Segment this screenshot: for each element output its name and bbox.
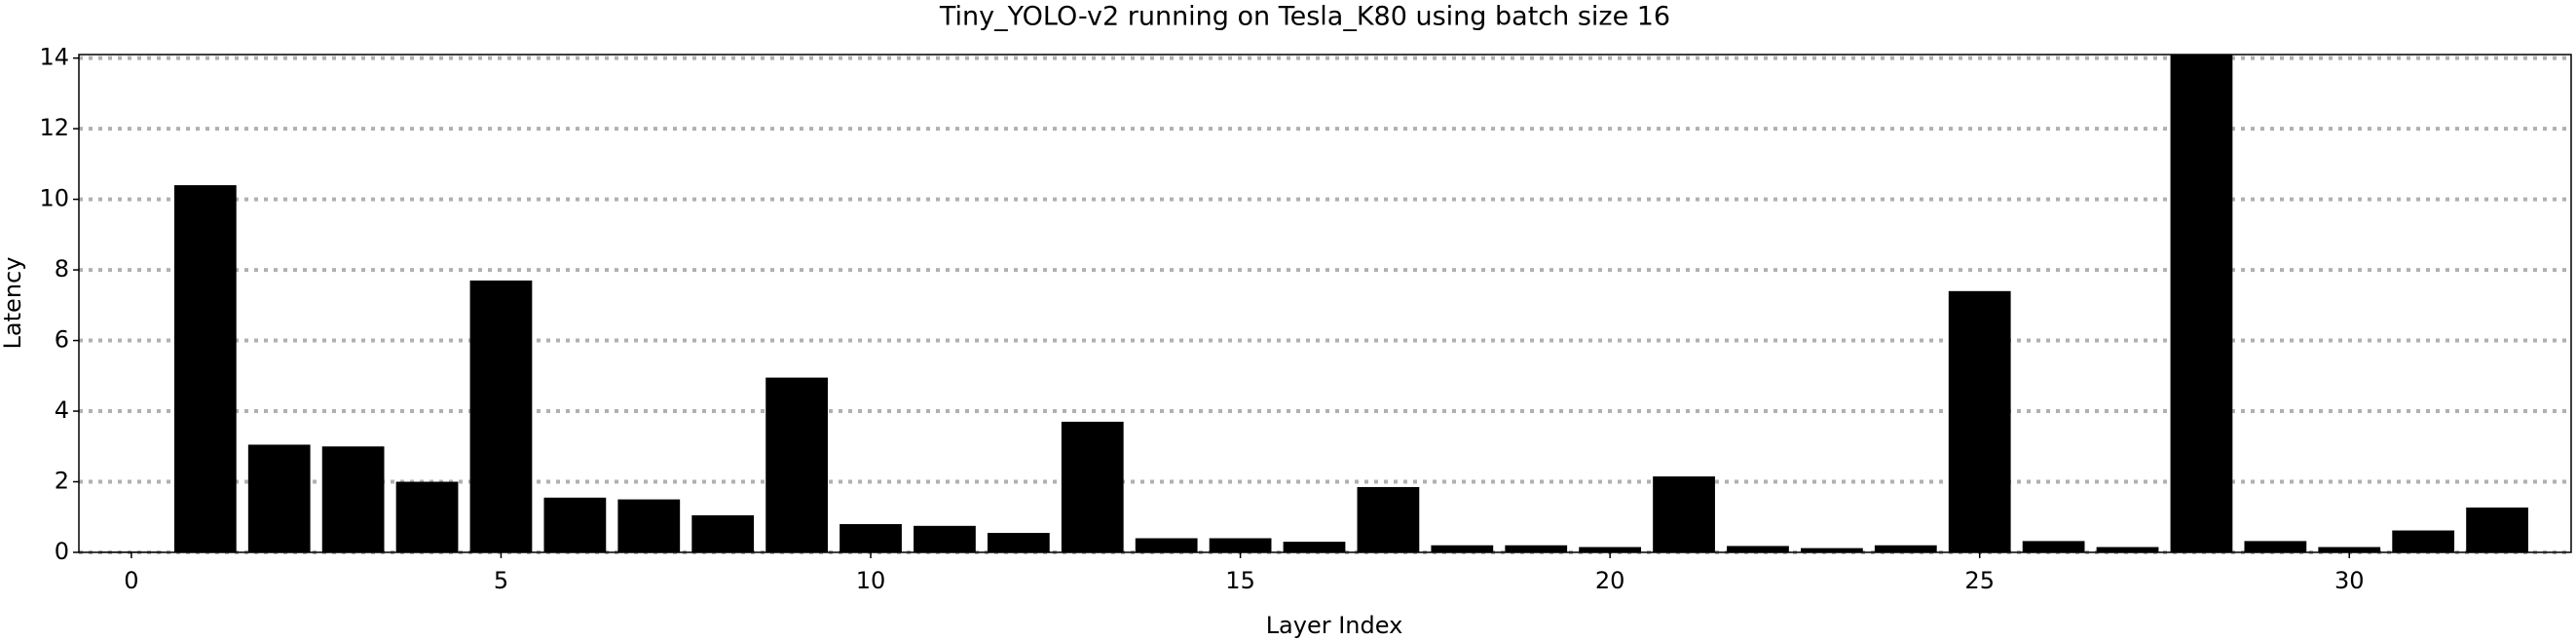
bar <box>617 499 681 552</box>
x-tick-label: 30 <box>2334 567 2365 594</box>
y-tick-label: 10 <box>39 185 69 212</box>
bar <box>543 497 607 552</box>
x-tick-label: 25 <box>1964 567 1995 594</box>
y-tick-label: 6 <box>55 326 69 354</box>
x-axis-label: Layer Index <box>1266 612 1403 639</box>
bar <box>1505 545 1568 552</box>
x-tick-label: 10 <box>856 567 886 594</box>
bar <box>1061 421 1124 552</box>
y-tick-label: 0 <box>55 538 69 565</box>
bar <box>840 524 902 552</box>
bar <box>914 525 976 552</box>
bar <box>469 280 533 552</box>
plot-border <box>78 54 2572 553</box>
bar <box>1431 545 1494 552</box>
bar <box>1653 476 1715 552</box>
bar <box>765 377 828 552</box>
chart-title: Tiny_YOLO-v2 running on Tesla_K80 using … <box>939 2 1670 32</box>
bar <box>1135 538 1198 552</box>
bar <box>395 481 459 552</box>
bar <box>2022 541 2085 552</box>
y-axis-label: Latency <box>0 257 26 350</box>
bar <box>247 444 311 552</box>
bar <box>321 446 385 552</box>
bar <box>1209 538 1272 552</box>
bar <box>1800 547 1863 552</box>
bar <box>2466 507 2528 552</box>
bar <box>1357 486 1420 552</box>
bar <box>173 185 237 552</box>
bar <box>1727 546 1789 552</box>
y-tick-label: 2 <box>55 468 69 495</box>
bar <box>2392 530 2455 552</box>
bar <box>987 533 1050 552</box>
bar <box>2244 541 2307 552</box>
bar <box>1579 547 1642 552</box>
bar <box>1874 545 1937 552</box>
y-tick-label: 12 <box>39 114 69 141</box>
bar <box>691 514 755 552</box>
bar <box>1283 542 1346 552</box>
bar <box>2170 55 2233 552</box>
bar <box>1948 290 2011 552</box>
x-tick-label: 5 <box>494 567 508 594</box>
bars <box>100 55 2528 552</box>
x-tick-label: 20 <box>1595 567 1625 594</box>
bar <box>2318 547 2381 552</box>
y-tick-label: 8 <box>55 255 69 283</box>
bar <box>2096 547 2159 552</box>
x-tick-label: 0 <box>124 567 138 594</box>
y-tick-label: 4 <box>55 396 69 424</box>
y-tick-label: 14 <box>39 44 69 71</box>
x-tick-label: 15 <box>1225 567 1255 594</box>
